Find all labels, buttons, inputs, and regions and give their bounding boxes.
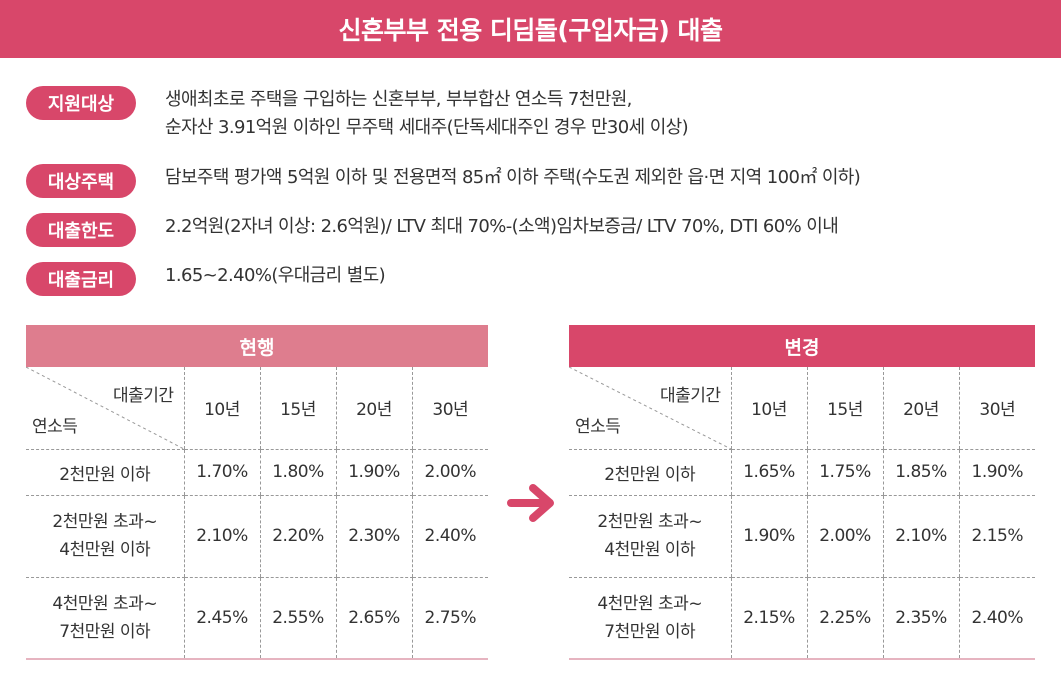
rate-cell: 1.65% [730,449,807,496]
table-title: 변경 [569,325,1036,367]
info-row-loan-limit: 대출한도 2.2억원(2자녀 이상: 2.6억원)/ LTV 최대 70%-(소… [26,213,839,247]
label-pill: 대출금리 [26,262,136,296]
table-row: 2천만원 초과~ 4천만원 이하 1.90% 2.00% 2.10% 2.15% [569,495,1036,578]
rate-cell: 2.30% [335,495,412,578]
rate-cell: 2.65% [335,577,412,660]
diagonal-header-cell: 대출기간 연소득 [26,367,184,450]
diagonal-header-cell: 대출기간 연소득 [569,367,731,450]
info-text: 2.2억원(2자녀 이상: 2.6억원)/ LTV 최대 70%-(소액)임차보… [165,216,839,237]
income-cell: 2천만원 초과~ 4천만원 이하 [26,495,184,578]
changed-rate-table: 변경 대출기간 연소득 10년 15년 20년 30년 2천만원 이하 1.65… [569,325,1036,660]
period-header: 30년 [958,367,1036,450]
info-text: 담보주택 평가액 5억원 이하 및 전용면적 85㎡ 이하 주택(수도권 제외한… [165,167,861,188]
rate-cell: 2.55% [259,577,336,660]
info-row-target-house: 대상주택 담보주택 평가액 5억원 이하 및 전용면적 85㎡ 이하 주택(수도… [26,164,861,198]
period-header: 10년 [183,367,260,450]
rate-cell: 2.00% [411,449,489,496]
rate-cell: 1.90% [335,449,412,496]
info-row-interest-rate: 대출금리 1.65~2.40%(우대금리 별도) [26,262,386,296]
rate-cell: 2.35% [882,577,959,660]
income-cell: 4천만원 초과~ 7천만원 이하 [569,577,731,660]
rate-cell: 1.75% [806,449,883,496]
table-row: 2천만원 이하 1.65% 1.75% 1.85% 1.90% [569,449,1036,496]
diagonal-line [569,367,731,449]
label-pill: 대상주택 [26,164,136,198]
period-header: 20년 [335,367,412,450]
rate-cell: 2.40% [958,577,1036,660]
income-cell: 2천만원 이하 [569,449,731,496]
rate-cell: 1.90% [958,449,1036,496]
info-row-support-target: 지원대상 생애최초로 주택을 구입하는 신혼부부, 부부합산 연소득 7천만원,… [26,86,689,142]
table-row: 4천만원 초과~ 7천만원 이하 2.15% 2.25% 2.35% 2.40% [569,577,1036,660]
diagonal-line [26,367,184,449]
income-cell: 2천만원 초과~ 4천만원 이하 [569,495,731,578]
current-rate-table: 현행 대출기간 연소득 10년 15년 20년 30년 2천만원 이하 1.70… [26,325,489,660]
page-title: 신혼부부 전용 디딤돌(구입자금) 대출 [0,0,1061,58]
period-header: 30년 [411,367,489,450]
rate-cell: 2.40% [411,495,489,578]
rate-cell: 2.75% [411,577,489,660]
table-row: 4천만원 초과~ 7천만원 이하 2.45% 2.55% 2.65% 2.75% [26,577,489,660]
period-header: 20년 [882,367,959,450]
table-title: 현행 [26,325,489,367]
info-text: 생애최초로 주택을 구입하는 신혼부부, 부부합산 연소득 7천만원, 순자산 … [165,89,689,138]
rate-cell: 2.10% [882,495,959,578]
income-cell: 4천만원 초과~ 7천만원 이하 [26,577,184,660]
income-cell: 2천만원 이하 [26,449,184,496]
rate-cell: 1.80% [259,449,336,496]
table-row: 2천만원 초과~ 4천만원 이하 2.10% 2.20% 2.30% 2.40% [26,495,489,578]
period-header: 10년 [730,367,807,450]
label-pill: 대출한도 [26,213,136,247]
rate-cell: 2.10% [183,495,260,578]
rate-cell: 2.25% [806,577,883,660]
rate-cell: 2.15% [958,495,1036,578]
info-text: 1.65~2.40%(우대금리 별도) [165,265,386,286]
period-header: 15년 [259,367,336,450]
rate-cell: 2.45% [183,577,260,660]
rate-cell: 2.20% [259,495,336,578]
label-pill: 지원대상 [26,86,136,120]
rate-cell: 2.15% [730,577,807,660]
rate-cell: 1.85% [882,449,959,496]
rate-cell: 1.70% [183,449,260,496]
period-header: 15년 [806,367,883,450]
arrow-right-icon [507,484,554,522]
rate-cell: 2.00% [806,495,883,578]
rate-cell: 1.90% [730,495,807,578]
table-row: 2천만원 이하 1.70% 1.80% 1.90% 2.00% [26,449,489,496]
